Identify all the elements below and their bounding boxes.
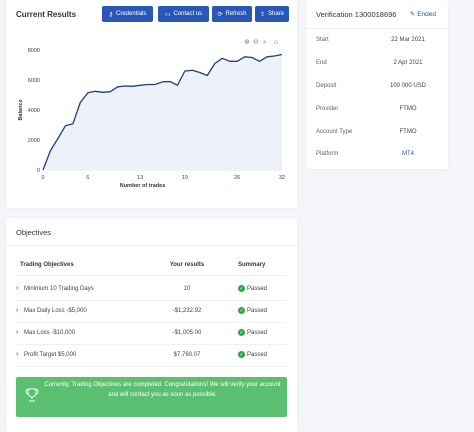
- share-icon: ⇪: [259, 11, 265, 18]
- chevron-right-icon[interactable]: ›: [16, 285, 19, 292]
- x-tick-label: 0: [41, 175, 44, 181]
- x-tick-label: 26: [234, 175, 240, 181]
- info-row-end: End 2 Apr 2021: [316, 60, 438, 66]
- check-circle-icon: ✓: [238, 329, 245, 336]
- objective-name: Profit Target $5,000: [24, 352, 77, 358]
- verification-card: Verification 1300018696 ✎ Ended Start 22…: [306, 0, 448, 169]
- success-banner: Currently, Trading Objectives are comple…: [16, 377, 287, 417]
- objective-result: $7,760.07: [173, 352, 201, 358]
- y-axis-label: Balance: [18, 99, 24, 120]
- summary-label: Passed: [247, 329, 268, 336]
- credentials-label: Credentials: [116, 11, 147, 17]
- info-row-deposit: Deposit 100 000 USD: [316, 83, 438, 89]
- x-tick-label: 6: [86, 175, 89, 181]
- banner-message: Currently, Trading Objectives are comple…: [44, 382, 281, 398]
- check-circle-icon: ✓: [238, 307, 245, 314]
- table-row[interactable]: › Max Daily Loss -$5,000 -$1,232.92 ✓ Pas…: [16, 301, 287, 323]
- series-area: [43, 54, 282, 170]
- summary-label: Passed: [247, 351, 268, 358]
- current-results-title: Current Results: [16, 10, 77, 19]
- key-icon: ⚷: [108, 11, 114, 18]
- x-axis-label: Number of trades: [120, 183, 166, 189]
- summary-cell: ✓ Passed: [238, 329, 267, 336]
- refresh-button[interactable]: ⟳ Refresh: [212, 6, 252, 22]
- info-value: 2 Apr 2021: [393, 60, 423, 66]
- info-row-platform: Platform MT4: [316, 151, 438, 157]
- summary-label: Passed: [247, 307, 268, 314]
- y-tick-label: 0: [37, 168, 40, 174]
- objective-name: Max Loss -$10,000: [24, 330, 76, 336]
- objective-result: -$1,005.00: [172, 330, 202, 336]
- table-row[interactable]: › Minimum 10 Trading Days 10 ✓ Passed: [16, 279, 287, 301]
- edit-icon: ✎: [409, 11, 416, 18]
- chevron-right-icon[interactable]: ›: [16, 307, 19, 314]
- refresh-icon: ⟳: [217, 11, 223, 18]
- contact-us-button[interactable]: ▭ Contact us: [158, 6, 209, 22]
- info-value: 100 000 USD: [389, 83, 427, 89]
- home-icon[interactable]: ⌂: [274, 39, 279, 46]
- info-row-account-type: Account Type FTMO: [316, 129, 438, 135]
- y-tick-label: 8000: [28, 48, 40, 54]
- zoom-in-icon[interactable]: ⊕: [244, 39, 250, 46]
- summary-cell: ✓ Passed: [238, 307, 267, 314]
- chat-icon: ▭: [164, 11, 171, 18]
- info-label: Deposit: [316, 83, 337, 89]
- header-your-results: Your results: [169, 262, 205, 268]
- objectives-card: Objectives Trading Objectives Your resul…: [6, 218, 297, 432]
- balance-chart: 0 2000 4000 6000 8000 0 6 13 19 26 32 Number of tra…: [18, 48, 285, 189]
- info-row-start: Start 22 Mar 2021: [316, 37, 438, 43]
- info-label: Account Type: [316, 129, 353, 135]
- info-label: Platform: [316, 151, 339, 157]
- objectives-title: Objectives: [16, 228, 52, 237]
- verification-title: Verification 1300018696: [316, 10, 397, 19]
- divider: [16, 275, 287, 276]
- summary-cell: ✓ Passed: [238, 285, 267, 292]
- info-label: Start: [316, 37, 329, 43]
- zoom-out-icon[interactable]: ⊖: [253, 39, 259, 46]
- y-tick-label: 2000: [28, 138, 40, 144]
- divider: [306, 28, 448, 29]
- share-label: Share: [268, 11, 285, 17]
- objective-result: 10: [183, 286, 191, 292]
- summary-cell: ✓ Passed: [238, 351, 267, 358]
- status-label: Ended: [417, 10, 436, 18]
- objective-name: Max Daily Loss -$5,000: [24, 308, 87, 314]
- header-trading-objectives: Trading Objectives: [20, 262, 74, 268]
- refresh-label: Refresh: [225, 11, 247, 17]
- credentials-button[interactable]: ⚷ Credentials: [102, 6, 153, 22]
- info-value: FTMO: [399, 129, 417, 135]
- current-results-card: Current Results ⚷ Credentials ▭ Contact …: [6, 0, 297, 208]
- series-line: [42, 53, 283, 171]
- check-circle-icon: ✓: [238, 351, 245, 358]
- status-badge: ✎ Ended: [409, 10, 436, 19]
- objective-name: Minimum 10 Trading Days: [24, 286, 94, 292]
- check-circle-icon: ✓: [238, 285, 245, 292]
- chevron-right-icon[interactable]: ›: [16, 329, 19, 336]
- y-tick-label: 6000: [28, 78, 40, 84]
- search-zoom-icon[interactable]: ⌕: [263, 39, 267, 46]
- info-value: FTMO: [399, 106, 417, 112]
- y-tick-label: 4000: [28, 108, 40, 114]
- table-row[interactable]: › Max Loss -$10,000 -$1,005.00 ✓ Passed: [16, 323, 287, 345]
- summary-label: Passed: [247, 285, 268, 292]
- x-tick-label: 19: [182, 175, 188, 181]
- contact-us-label: Contact us: [173, 11, 203, 17]
- x-tick-label: 32: [279, 175, 285, 181]
- info-value: 22 Mar 2021: [391, 37, 425, 43]
- trophy-icon: [25, 388, 39, 402]
- info-row-provider: Provider FTMO: [316, 106, 438, 112]
- info-label: End: [316, 60, 327, 66]
- divider: [6, 245, 297, 246]
- x-tick-label: 13: [137, 175, 143, 181]
- platform-link[interactable]: MT4: [402, 151, 414, 157]
- share-button[interactable]: ⇪ Share: [255, 6, 289, 22]
- chevron-right-icon[interactable]: ›: [16, 351, 19, 358]
- header-summary: Summary: [238, 262, 266, 268]
- objective-result: -$1,232.92: [172, 308, 202, 314]
- table-row[interactable]: › Profit Target $5,000 $7,760.07 ✓ Passed: [16, 345, 287, 367]
- info-label: Provider: [316, 106, 339, 112]
